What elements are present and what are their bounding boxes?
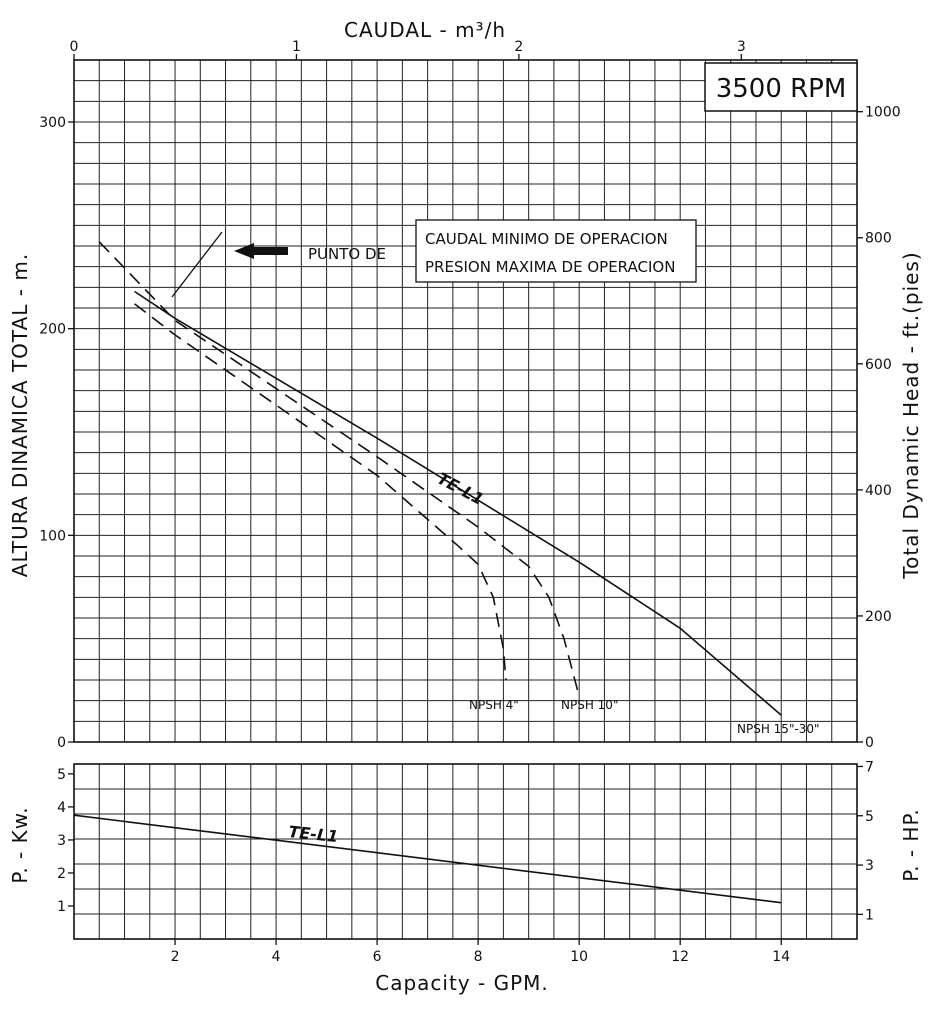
annotation-line-1: CAUDAL MINIMO DE OPERACION — [425, 230, 668, 248]
power-y-tick-label: 4 — [57, 800, 66, 816]
x2-tick-label: 1 — [292, 39, 301, 55]
curve-npsh-15-30 — [134, 290, 782, 716]
curve-power-te-l1 — [73, 814, 782, 904]
arrow-left-icon — [234, 243, 288, 259]
left-axis-title-head: ALTURA DINAMICA TOTAL - m. — [8, 253, 32, 577]
x2-tick-label: 3 — [737, 39, 746, 55]
rpm-box — [704, 62, 858, 112]
annotation-lead: PUNTO DE — [308, 245, 386, 263]
power-y2-tick-label: 3 — [865, 858, 874, 874]
power-y2-tick-label: 7 — [865, 759, 874, 775]
y-tick-label: 300 — [39, 115, 66, 131]
right-axis-title-head: Total Dynamic Head - ft.(pies) — [899, 251, 923, 579]
annotation-line-2: PRESION MAXIMA DE OPERACION — [425, 258, 675, 276]
x2-tick-label: 2 — [514, 39, 523, 55]
curve-npsh-10 — [98, 241, 580, 697]
series-label-npsh-4: NPSH 4" — [469, 698, 519, 712]
power-y-tick-label: 5 — [57, 767, 66, 783]
x-tick-label: 4 — [272, 949, 281, 965]
head-grid — [73, 59, 858, 743]
rpm-label: 3500 RPM — [716, 74, 847, 104]
y-tick-label: 0 — [57, 735, 66, 751]
power-y-tick-label: 3 — [57, 833, 66, 849]
power-y-tick-label: 1 — [57, 899, 66, 915]
y-tick-label: 100 — [39, 528, 66, 544]
power-y2-tick-label: 1 — [865, 907, 874, 923]
top-axis-title: CAUDAL - m³/h — [344, 18, 506, 42]
x-tick-label: 2 — [171, 949, 180, 965]
y2-tick-label: 0 — [865, 735, 874, 751]
head-grid-frame — [73, 59, 858, 743]
right-axis-title-power: P. - HP. — [899, 808, 923, 882]
power-grid — [73, 763, 858, 940]
annotation-box — [415, 219, 697, 283]
curve-npsh-4 — [134, 303, 507, 681]
x-tick-label: 6 — [373, 949, 382, 965]
tick-labels: 2 4 6 8 10 12 140 1 2 301002003000200400600800100… — [39, 39, 900, 965]
x-tick-label: 10 — [570, 949, 588, 965]
x-tick-label: 12 — [671, 949, 689, 965]
series-label-npsh-10: NPSH 10" — [561, 698, 618, 712]
y-tick-label: 200 — [39, 322, 66, 338]
power-y-tick-label: 2 — [57, 866, 66, 882]
x-tick-label: 8 — [474, 949, 483, 965]
y2-tick-label: 600 — [865, 357, 892, 373]
y2-tick-label: 400 — [865, 483, 892, 499]
y2-tick-label: 800 — [865, 231, 892, 247]
power-y2-tick-label: 5 — [865, 809, 874, 825]
annotation-leader-line — [171, 231, 223, 298]
power-grid-frame — [73, 763, 858, 940]
left-axis-title-power: P. - Kw. — [8, 806, 32, 883]
y2-tick-label: 200 — [865, 609, 892, 625]
x2-tick-label: 0 — [70, 39, 79, 55]
head-model-label: TE-L1 — [434, 469, 487, 509]
y2-tick-label: 1000 — [865, 105, 901, 121]
series-label-npsh-15-30: NPSH 15"-30" — [737, 722, 820, 736]
bottom-axis-title: Capacity - GPM. — [375, 971, 549, 995]
x-tick-label: 14 — [772, 949, 790, 965]
curves — [73, 241, 782, 904]
